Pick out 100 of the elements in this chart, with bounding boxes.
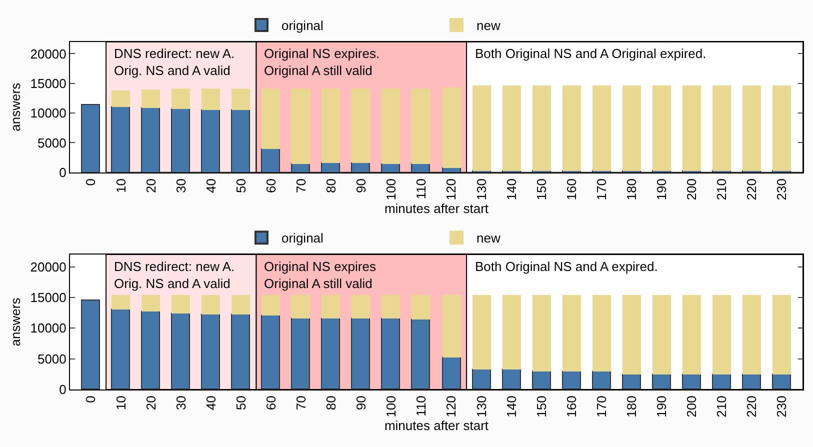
y-axis-title: answers	[8, 82, 24, 132]
bar	[202, 88, 220, 110]
x-tick-label: 80	[324, 178, 339, 194]
bar	[682, 85, 701, 171]
bar	[772, 85, 791, 171]
bar	[742, 374, 761, 390]
x-tick-label: 90	[354, 396, 369, 410]
legend-label: new	[476, 230, 501, 246]
x-tick-label: 100	[384, 178, 399, 200]
band-label: Original NS expires. Original A still valid	[264, 46, 380, 78]
bar	[262, 88, 280, 149]
x-tick-label: 200	[684, 178, 700, 200]
x-tick-label: 180	[624, 396, 639, 418]
bar	[111, 106, 130, 172]
bar	[652, 85, 671, 171]
x-tick-label: 190	[654, 396, 670, 418]
band-label: Original NS expires Original A still valid	[264, 259, 376, 291]
bar	[261, 314, 280, 390]
band-label: DNS redirect: new A. Orig. NS and A valid	[114, 259, 235, 291]
x-tick-label: 170	[594, 178, 609, 200]
x-tick-label: 130	[474, 396, 489, 418]
bar	[382, 88, 400, 164]
bar	[502, 85, 521, 171]
bar	[622, 295, 641, 374]
bar	[472, 85, 491, 171]
bar	[622, 374, 641, 390]
x-tick-label: 0	[83, 396, 98, 403]
bar	[172, 88, 190, 109]
bar	[142, 89, 160, 108]
bar	[111, 308, 130, 390]
y-tick-label: 20000	[30, 46, 66, 62]
x-tick-label: 60	[263, 178, 278, 194]
bar	[442, 87, 461, 168]
bar	[202, 295, 220, 314]
bar	[472, 368, 491, 390]
x-tick-label: 200	[684, 396, 700, 418]
bar	[592, 295, 611, 372]
bar	[442, 295, 461, 358]
x-tick-label: 30	[173, 396, 188, 410]
x-tick-label: 50	[233, 396, 248, 410]
bar	[712, 374, 731, 390]
y-tick-label: 0	[59, 164, 66, 180]
bar	[712, 85, 731, 171]
x-axis-title: minutes after start	[384, 200, 489, 216]
y-tick-label: 20000	[30, 259, 66, 274]
band-label: Both Original NS and A expired.	[475, 259, 658, 274]
x-axis-title: minutes after start	[384, 418, 489, 434]
bar	[562, 295, 581, 372]
y-tick-label: 15000	[30, 290, 66, 305]
x-tick-label: 140	[504, 396, 519, 418]
bar	[112, 90, 130, 107]
x-tick-label: 150	[534, 178, 549, 200]
y-tick-label: 5000	[37, 135, 66, 150]
bar	[532, 85, 551, 171]
bar	[141, 310, 160, 390]
bar	[442, 356, 461, 390]
bar	[682, 374, 701, 390]
bar	[231, 314, 250, 390]
x-tick-label: 220	[744, 396, 760, 418]
x-tick-label: 0	[83, 178, 98, 186]
bar	[172, 295, 190, 314]
x-tick-label: 50	[233, 178, 248, 194]
bar	[532, 370, 551, 390]
legend-label: original	[282, 18, 324, 34]
bar	[772, 295, 791, 374]
x-tick-label: 160	[564, 396, 579, 418]
band-label: Both Original NS and A Original expired.	[475, 46, 706, 61]
bar	[142, 295, 160, 312]
bar	[381, 318, 400, 390]
bar	[352, 295, 370, 318]
x-tick-label: 230	[774, 396, 790, 418]
bar	[112, 295, 130, 310]
x-tick-label: 210	[714, 178, 730, 200]
bar	[322, 88, 340, 163]
bar	[592, 85, 611, 171]
bar	[742, 85, 761, 171]
bar	[502, 368, 521, 390]
y-axis-title: answers	[8, 297, 24, 346]
x-tick-label: 70	[294, 178, 309, 194]
bar	[532, 295, 551, 372]
bar	[411, 318, 430, 390]
y-tick-label: 10000	[30, 106, 66, 121]
bar	[81, 300, 100, 390]
x-tick-label: 20	[143, 396, 158, 410]
bar	[682, 295, 701, 374]
x-tick-label: 150	[534, 396, 549, 418]
x-tick-label: 70	[294, 396, 309, 410]
x-tick-label: 80	[324, 396, 339, 410]
x-tick-label: 30	[173, 178, 188, 194]
x-tick-label: 140	[504, 178, 519, 200]
bar	[232, 295, 250, 314]
x-tick-label: 230	[774, 178, 790, 200]
bar	[622, 85, 641, 171]
bar	[412, 88, 430, 164]
x-tick-label: 40	[203, 396, 218, 410]
bar	[231, 108, 250, 172]
x-tick-label: 120	[444, 178, 459, 200]
bar	[712, 295, 731, 374]
y-tick-label: 10000	[30, 320, 66, 336]
legend-label: original	[282, 230, 324, 246]
